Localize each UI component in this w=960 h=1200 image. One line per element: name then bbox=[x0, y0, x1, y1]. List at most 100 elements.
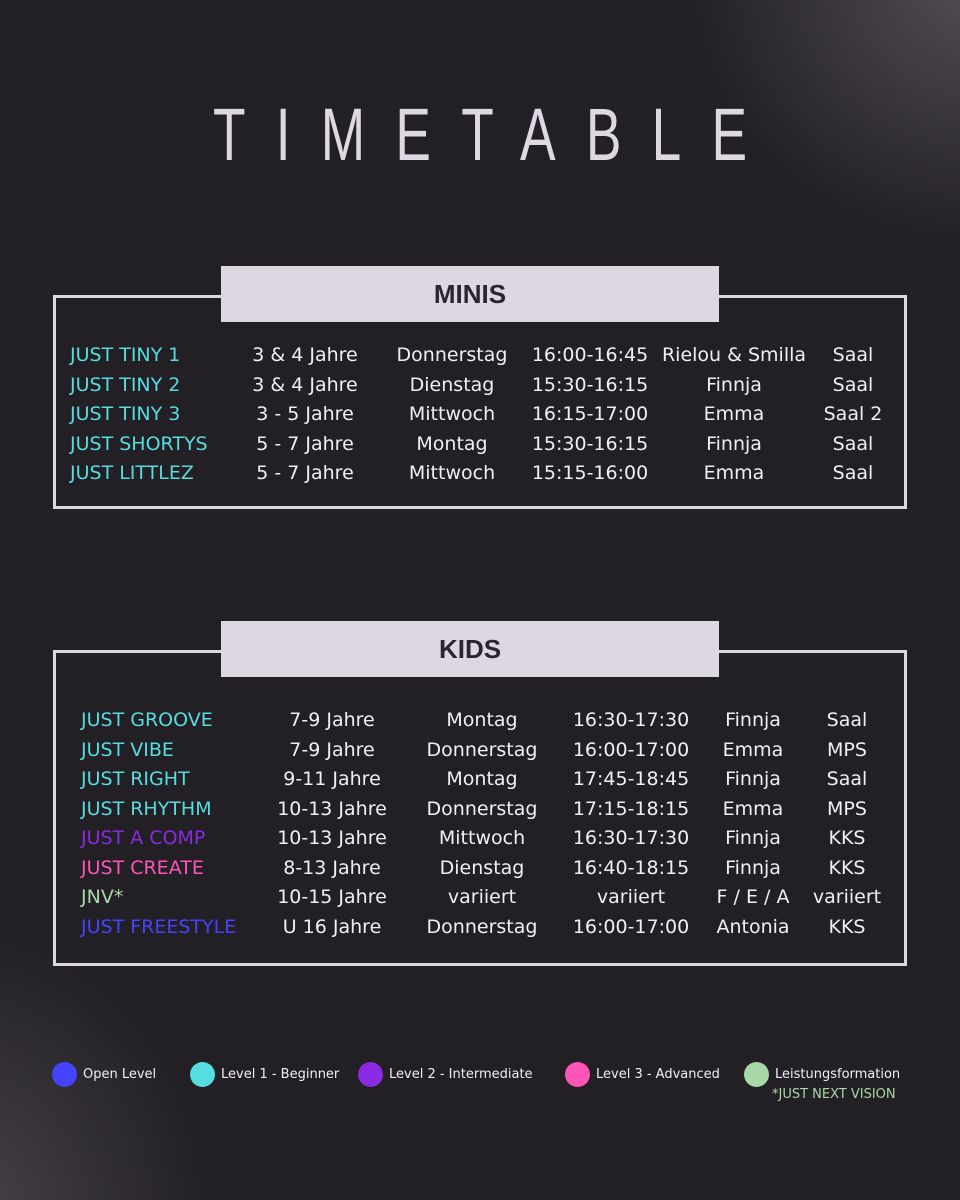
cell-age: 3 & 4 Jahre bbox=[252, 344, 358, 366]
cell-coach: Finnja bbox=[725, 709, 781, 731]
table-row: JUST VIBE 7-9 Jahre Donnerstag 16:00-17:00 E… bbox=[0, 736, 960, 765]
table-row: JUST GROOVE 7-9 Jahre Montag 16:30-17:30 Fin… bbox=[0, 706, 960, 735]
cell-coach: Antonia bbox=[716, 915, 790, 938]
cell-coach: Finnja bbox=[725, 827, 781, 849]
cell-time: 15:30-16:15 bbox=[531, 432, 649, 455]
page-title: TIMETABLE bbox=[212, 93, 778, 176]
cell-day: Donnerstag bbox=[426, 797, 538, 820]
cell-time: 17:45-18:45 bbox=[572, 768, 690, 790]
cell-room: Saal bbox=[826, 768, 868, 790]
table-row: JUST FREESTYLE U 16 Jahre Donnerstag 16:00-… bbox=[0, 913, 960, 942]
cell-time: 16:40-18:15 bbox=[572, 856, 690, 879]
cell-name: JUST RIGHT bbox=[81, 768, 190, 790]
cell-age: 5 - 7 Jahre bbox=[256, 462, 354, 484]
legend-item-open: Open Level bbox=[52, 1062, 156, 1087]
cell-day: Mittwoch bbox=[438, 827, 526, 849]
color-dot-icon bbox=[744, 1062, 769, 1087]
cell-time: 15:30-16:15 bbox=[531, 373, 649, 396]
cell-name: JUST A COMP bbox=[81, 827, 206, 849]
table-row: JUST A COMP 10-13 Jahre Mittwoch 16:30-17:3… bbox=[0, 824, 960, 853]
cell-age: 5 - 7 Jahre bbox=[256, 432, 354, 455]
cell-age: U 16 Jahre bbox=[282, 915, 382, 938]
cell-age: 10-13 Jahre bbox=[277, 797, 387, 820]
cell-time: variiert bbox=[596, 886, 666, 908]
cell-day: Mittwoch bbox=[408, 462, 496, 484]
cell-name: JUST CREATE bbox=[81, 856, 204, 879]
legend-note: *JUST NEXT VISION bbox=[772, 1087, 896, 1102]
cell-name: JUST TINY 2 bbox=[70, 373, 181, 396]
kids-section-label: KIDS bbox=[221, 621, 719, 677]
cell-name: JUST VIBE bbox=[81, 738, 174, 761]
cell-room: MPS bbox=[827, 797, 867, 820]
cell-room: Saal bbox=[826, 709, 868, 731]
table-row: JUST CREATE 8-13 Jahre Dienstag 16:40-18:15… bbox=[0, 854, 960, 883]
cell-room: Saal bbox=[832, 462, 874, 484]
color-dot-icon bbox=[565, 1062, 590, 1087]
cell-name: JUST TINY 1 bbox=[70, 344, 181, 366]
cell-name: JUST RHYTHM bbox=[81, 797, 212, 820]
cell-room: Saal bbox=[832, 344, 874, 366]
cell-day: variiert bbox=[447, 886, 517, 908]
cell-day: Dienstag bbox=[439, 856, 525, 879]
cell-age: 3 & 4 Jahre bbox=[252, 373, 358, 396]
table-row: JUST SHORTYS 5 - 7 Jahre Montag 15:30-16:15… bbox=[0, 430, 960, 459]
cell-day: Mittwoch bbox=[408, 403, 496, 425]
cell-age: 10-15 Jahre bbox=[277, 886, 387, 908]
cell-coach: Finnja bbox=[706, 432, 762, 455]
cell-age: 10-13 Jahre bbox=[277, 827, 387, 849]
cell-coach: Emma bbox=[703, 462, 765, 484]
cell-age: 7-9 Jahre bbox=[289, 738, 375, 761]
table-row: JNV* 10-15 Jahre variiert variiert F / E / A… bbox=[0, 883, 960, 912]
legend-label: Leistungsformation bbox=[775, 1067, 901, 1082]
cell-coach: Emma bbox=[703, 403, 765, 425]
cell-room: KKS bbox=[828, 856, 866, 879]
table-row: JUST RIGHT 9-11 Jahre Montag 17:45-18:45 Fin… bbox=[0, 765, 960, 794]
legend-label: Open Level bbox=[83, 1067, 157, 1082]
legend-label: Level 1 - Beginner bbox=[221, 1067, 340, 1082]
color-dot-icon bbox=[190, 1062, 215, 1087]
cell-coach: F / E / A bbox=[716, 886, 790, 908]
cell-room: KKS bbox=[828, 827, 866, 849]
cell-age: 3 - 5 Jahre bbox=[256, 403, 354, 425]
cell-time: 16:00-17:00 bbox=[572, 738, 690, 761]
legend-label: Level 3 - Advanced bbox=[596, 1067, 720, 1082]
cell-coach: Finnja bbox=[706, 373, 762, 396]
minis-section-label: MINIS bbox=[221, 266, 719, 322]
legend-item-level3: Level 3 - Advanced bbox=[565, 1062, 720, 1087]
cell-name: JUST GROOVE bbox=[81, 709, 213, 731]
color-dot-icon bbox=[52, 1062, 77, 1087]
cell-time: 16:30-17:30 bbox=[572, 709, 690, 731]
cell-time: 16:00-17:00 bbox=[572, 915, 690, 938]
cell-name: JUST TINY 3 bbox=[70, 403, 181, 425]
cell-time: 16:00-16:45 bbox=[531, 344, 649, 366]
cell-time: 16:30-17:30 bbox=[572, 827, 690, 849]
cell-name: JUST FREESTYLE bbox=[81, 915, 237, 938]
cell-age: 9-11 Jahre bbox=[283, 768, 381, 790]
cell-coach: Finnja bbox=[725, 856, 781, 879]
legend-item-leistung: Leistungsformation bbox=[744, 1062, 900, 1087]
cell-time: 16:15-17:00 bbox=[531, 403, 649, 425]
cell-age: 7-9 Jahre bbox=[289, 709, 375, 731]
cell-coach: Finnja bbox=[725, 768, 781, 790]
cell-time: 17:15-18:15 bbox=[572, 797, 690, 820]
legend-item-level2: Level 2 - Intermediate bbox=[358, 1062, 533, 1087]
legend-item-level1: Level 1 - Beginner bbox=[190, 1062, 339, 1087]
cell-time: 15:15-16:00 bbox=[531, 462, 649, 484]
table-row: JUST TINY 3 3 - 5 Jahre Mittwoch 16:15-17:0… bbox=[0, 400, 960, 429]
cell-day: Montag bbox=[416, 432, 488, 455]
cell-coach: Emma bbox=[722, 738, 784, 761]
cell-day: Montag bbox=[446, 709, 518, 731]
cell-age: 8-13 Jahre bbox=[283, 856, 381, 879]
cell-name: JNV* bbox=[81, 886, 124, 908]
table-row: JUST RHYTHM 10-13 Jahre Donnerstag 17:15-18… bbox=[0, 795, 960, 824]
cell-coach: Emma bbox=[722, 797, 784, 820]
cell-coach: Rielou & Smilla bbox=[661, 344, 807, 366]
cell-room: KKS bbox=[828, 915, 866, 938]
legend-label: Level 2 - Intermediate bbox=[389, 1067, 533, 1082]
cell-room: Saal 2 bbox=[823, 403, 883, 425]
table-row: JUST TINY 2 3 & 4 Jahre Dienstag 15:30-16:1… bbox=[0, 371, 960, 400]
table-row: JUST LITTLEZ 5 - 7 Jahre Mittwoch 15:15-16:… bbox=[0, 459, 960, 488]
cell-day: Donnerstag bbox=[396, 344, 508, 366]
cell-room: variiert bbox=[812, 886, 882, 908]
cell-name: JUST SHORTYS bbox=[70, 432, 208, 455]
